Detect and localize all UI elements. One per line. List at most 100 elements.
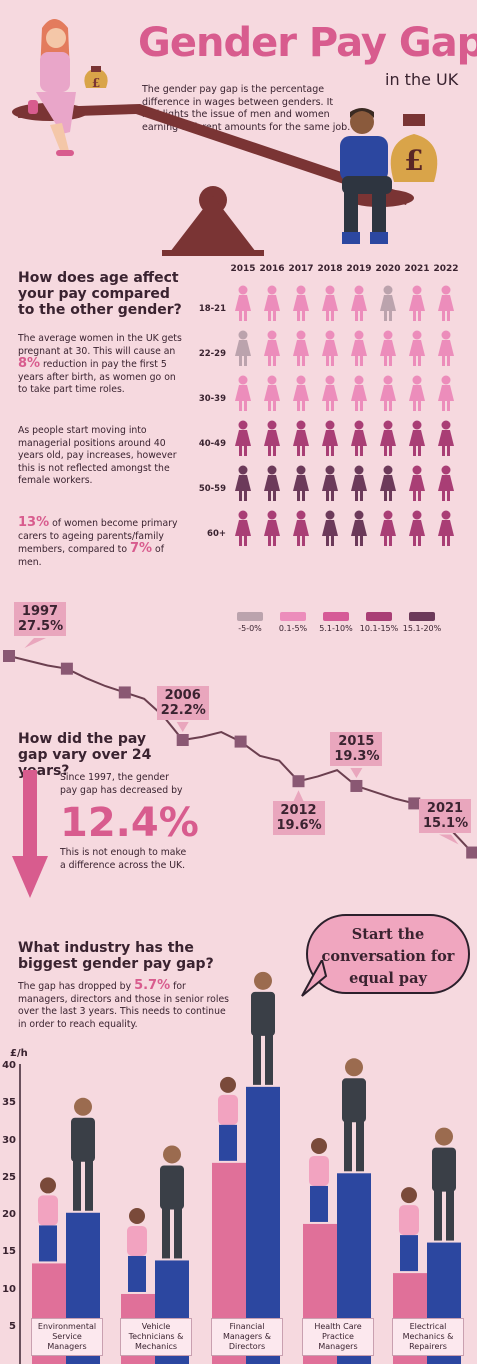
woman-icon (293, 285, 309, 321)
woman-icon (235, 285, 251, 321)
woman-icon (293, 330, 309, 366)
woman-icon (380, 465, 396, 501)
woman-icon (409, 420, 425, 456)
pay-gap-point-2012 (292, 775, 305, 788)
callout-pointer (24, 638, 46, 648)
down-arrow-icon (12, 770, 48, 898)
bar-y-tick-15: 15 (2, 1246, 16, 1258)
woman-icon (264, 510, 280, 546)
woman-icon (351, 375, 367, 411)
woman-icon (235, 375, 251, 411)
industry-highlight: 5.7% (134, 978, 171, 993)
legend-label-0: -5-0% (238, 624, 262, 633)
woman-figure-icon (38, 1177, 58, 1262)
bar-men-2 (246, 1086, 280, 1364)
carers-text: of women become primary carers to ageing… (18, 518, 178, 555)
callout-year: 2015 (338, 733, 375, 749)
industry-text-after: for managers, directors and those in sen… (18, 981, 230, 1030)
heatmap-age-3: 40-49 (198, 439, 226, 449)
woman-icon (438, 375, 454, 411)
legend-swatch-2 (323, 612, 349, 621)
legend-label-4: 15.1-20% (402, 624, 442, 633)
heatmap-year-2016: 2016 (259, 264, 285, 274)
pay-gap-point-2000 (60, 662, 73, 675)
woman-icon (438, 510, 454, 546)
woman-icon (235, 330, 251, 366)
bar-y-tick-35: 35 (2, 1097, 16, 1109)
legend-label-2: 5.1-10% (319, 624, 353, 633)
legend-label-1: 0.1-5% (278, 624, 308, 633)
age-heatmap (235, 285, 454, 621)
bar-y-axis-label: £/h (10, 1048, 28, 1059)
woman-figure-icon (127, 1207, 147, 1292)
heatmap-year-2022: 2022 (433, 264, 459, 274)
pay-gap-point-2006 (176, 734, 189, 747)
heatmap-year-2018: 2018 (317, 264, 343, 274)
woman-icon (235, 420, 251, 456)
man-figure-icon (71, 1097, 95, 1211)
carers-text-after: of men. (18, 544, 164, 568)
bar-y-tick-25: 25 (2, 1171, 16, 1183)
woman-icon (322, 330, 338, 366)
callout-pointer (292, 790, 305, 804)
gap-paragraph: Since 1997, the gender pay gap has decre… (60, 772, 183, 796)
callout-value: 22.2% (160, 703, 206, 718)
woman-icon (380, 420, 396, 456)
woman-figure-icon (399, 1187, 419, 1272)
bar-y-tick-40: 40 (2, 1060, 16, 1071)
callout-2021: 2021 15.1% (419, 798, 471, 833)
man-figure-icon (342, 1058, 366, 1172)
callout-year: 2006 (164, 688, 201, 703)
seesaw-illustration: £ £ (12, 19, 438, 256)
woman-figure-icon (309, 1137, 329, 1222)
speech-bubble: Start the conversation for equal pay (306, 914, 470, 994)
bar-y-tick-30: 30 (2, 1134, 16, 1146)
woman-icon (264, 465, 280, 501)
heatmap-year-2015: 2015 (230, 264, 256, 274)
callout-1997: 1997 27.5% (14, 602, 66, 636)
woman-icon (322, 285, 338, 321)
pound-coin-bag-icon-large: £ (390, 114, 438, 182)
heatmap-year-2017: 2017 (288, 264, 314, 274)
woman-icon (380, 510, 396, 546)
man-figure-icon (251, 971, 275, 1085)
heatmap-age-0: 18-21 (198, 304, 226, 314)
woman-icon (351, 420, 367, 456)
industry-text: The gap has dropped by (18, 981, 132, 992)
legend-swatch-1 (280, 612, 306, 621)
woman-icon (409, 285, 425, 321)
pay-gap-point-2009 (234, 735, 247, 748)
woman-icon (380, 330, 396, 366)
heatmap-year-2019: 2019 (346, 264, 372, 274)
carers-men-highlight: 7% (129, 541, 153, 556)
callout-pointer (176, 722, 189, 733)
man-sitting-icon (340, 108, 392, 244)
woman-icon (409, 330, 425, 366)
callout-year: 1997 (21, 604, 59, 619)
age-p1-text-after: reduction in pay the first 5 years after… (18, 359, 176, 395)
callout-pointer (439, 834, 459, 845)
woman-icon (409, 375, 425, 411)
callout-value: 19.3% (334, 748, 380, 764)
pay-gap-point-1997 (3, 650, 15, 662)
pay-gap-point-2003 (118, 686, 131, 699)
callout-pointer (350, 767, 363, 778)
heatmap-year-2021: 2021 (404, 264, 430, 274)
woman-icon (351, 510, 367, 546)
callout-year: 2021 (426, 800, 464, 816)
woman-icon (293, 420, 309, 456)
woman-icon (235, 465, 251, 501)
woman-icon (264, 285, 280, 321)
gap-paragraph-2: This is not enough to make a difference … (60, 847, 187, 871)
woman-icon (351, 285, 367, 321)
gap-heading: How did the pay gap vary over 24 years? (18, 731, 152, 779)
legend-label-3: 10.1-15% (359, 624, 399, 633)
age-paragraph-carers: 13% of women become primary carers to ag… (18, 515, 188, 569)
woman-icon (293, 465, 309, 501)
woman-icon (235, 510, 251, 546)
callout-value: 19.6% (276, 818, 322, 834)
age-heading: How does age affect your pay compared to… (18, 270, 182, 318)
carers-women-highlight: 13% (18, 515, 50, 530)
industry-heading: What industry has the biggest gender pay… (18, 940, 214, 972)
legend-swatch-0 (237, 612, 263, 621)
